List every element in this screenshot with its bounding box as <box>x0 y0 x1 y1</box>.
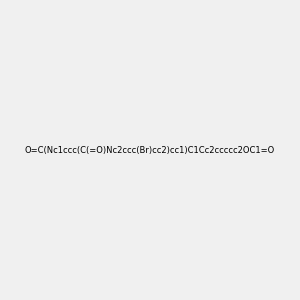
Text: O=C(Nc1ccc(C(=O)Nc2ccc(Br)cc2)cc1)C1Cc2ccccc2OC1=O: O=C(Nc1ccc(C(=O)Nc2ccc(Br)cc2)cc1)C1Cc2c… <box>25 146 275 154</box>
